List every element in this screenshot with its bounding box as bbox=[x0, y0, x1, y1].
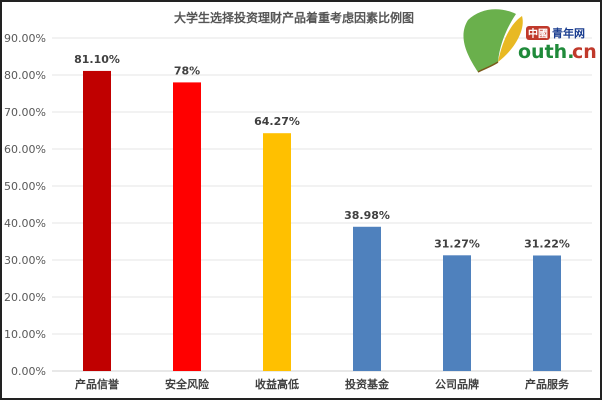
y-tick-label: 50.00% bbox=[4, 180, 46, 193]
data-label: 31.22% bbox=[524, 237, 570, 250]
y-tick-label: 0.00% bbox=[11, 365, 46, 378]
svg-text:中國: 中國 bbox=[528, 27, 548, 40]
x-tick-label: 收益高低 bbox=[255, 377, 299, 391]
ginkgo-leaf-icon bbox=[463, 9, 516, 72]
y-tick-label: 30.00% bbox=[4, 254, 46, 267]
youth-logo: 中國 青年网 outh. cn bbox=[463, 9, 597, 73]
y-tick-label: 70.00% bbox=[4, 106, 46, 119]
x-tick-label: 安全风险 bbox=[165, 377, 210, 391]
y-tick-label: 20.00% bbox=[4, 291, 46, 304]
svg-text:outh.: outh. bbox=[518, 41, 574, 63]
data-label: 78% bbox=[174, 64, 200, 77]
chart-title: 大学生选择投资理财产品着重考虑因素比例图 bbox=[174, 10, 414, 25]
bar bbox=[443, 255, 471, 371]
svg-text:cn: cn bbox=[572, 41, 597, 63]
x-tick-label: 投资基金 bbox=[345, 377, 390, 391]
x-tick-label: 产品服务 bbox=[525, 377, 570, 391]
y-tick-label: 80.00% bbox=[4, 69, 46, 82]
data-label: 38.98% bbox=[344, 209, 390, 222]
y-tick-label: 90.00% bbox=[4, 32, 46, 45]
y-tick-label: 10.00% bbox=[4, 328, 46, 341]
bar bbox=[353, 226, 381, 371]
y-tick-label: 60.00% bbox=[4, 143, 46, 156]
bar bbox=[263, 133, 291, 371]
svg-text:青年网: 青年网 bbox=[552, 26, 585, 40]
bar bbox=[83, 70, 111, 372]
x-tick-label: 公司品牌 bbox=[435, 377, 479, 391]
data-label: 64.27% bbox=[254, 115, 300, 128]
x-tick-label: 产品信誉 bbox=[75, 377, 120, 391]
y-tick-label: 40.00% bbox=[4, 217, 46, 230]
bar bbox=[533, 255, 561, 371]
data-label: 81.10% bbox=[74, 53, 120, 66]
data-label: 31.27% bbox=[434, 237, 480, 250]
bar bbox=[173, 82, 201, 372]
